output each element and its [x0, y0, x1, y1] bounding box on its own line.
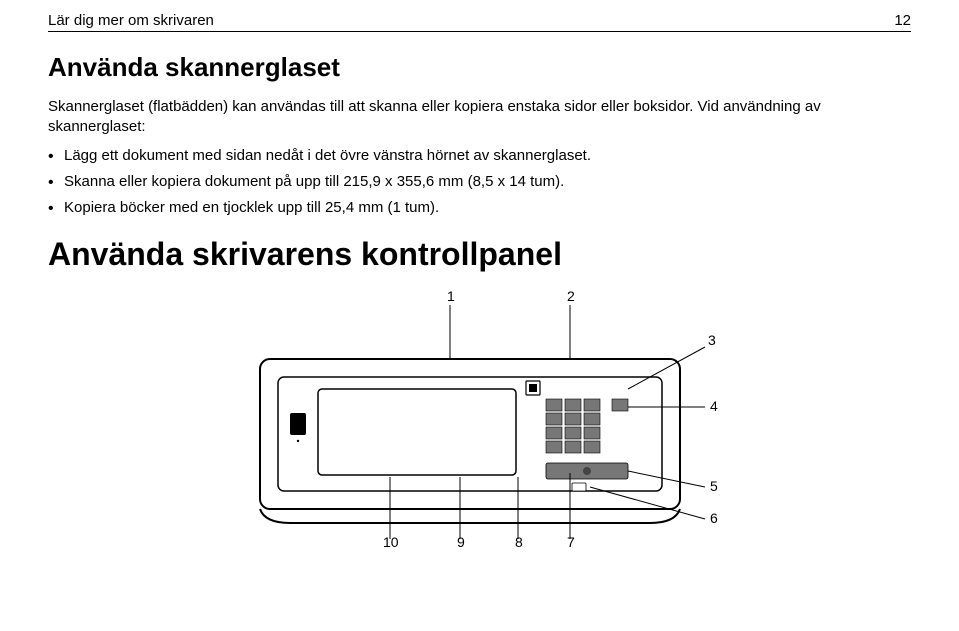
callout-10: 10: [383, 534, 399, 547]
bullet-item: Lägg ett dokument med sidan nedåt i det …: [48, 146, 911, 166]
callout-6: 6: [710, 510, 718, 526]
callout-1: 1: [447, 288, 455, 304]
callout-2: 2: [567, 288, 575, 304]
callout-9: 9: [457, 534, 465, 547]
bullet-item: Skanna eller kopiera dokument på upp til…: [48, 172, 911, 192]
callout-7: 7: [567, 534, 575, 547]
page: Lär dig mer om skrivaren 12 Använda skan…: [0, 0, 959, 631]
section1-bullets: Lägg ett dokument med sidan nedåt i det …: [48, 146, 911, 219]
bullet-item: Kopiera böcker med en tjocklek upp till …: [48, 198, 911, 218]
control-panel-figure: 1 2: [200, 287, 760, 547]
callout-3: 3: [708, 332, 716, 348]
page-number: 12: [894, 12, 911, 29]
keypad: [546, 399, 600, 457]
header-title: Lär dig mer om skrivaren: [48, 12, 214, 29]
control-panel-svg: 1 2: [200, 287, 760, 547]
callout-5: 5: [710, 478, 718, 494]
section1-intro: Skannerglaset (flatbädden) kan användas …: [48, 97, 911, 138]
page-header: Lär dig mer om skrivaren 12: [48, 12, 911, 32]
section2-heading: Använda skrivarens kontrollpanel: [48, 236, 911, 273]
callout-4: 4: [710, 398, 718, 414]
callout-8: 8: [515, 534, 523, 547]
section1-heading: Använda skannerglaset: [48, 52, 911, 83]
